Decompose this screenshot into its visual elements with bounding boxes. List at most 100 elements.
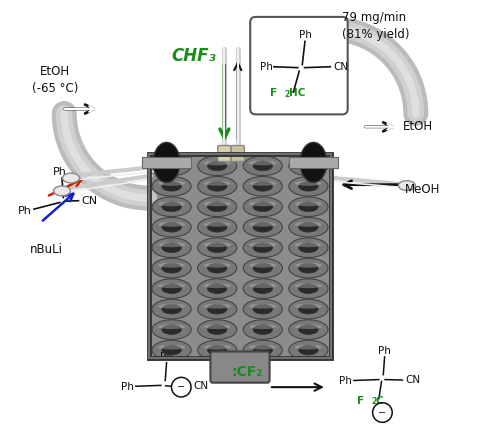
Ellipse shape xyxy=(243,218,282,237)
Ellipse shape xyxy=(295,263,322,267)
Ellipse shape xyxy=(153,142,180,182)
Ellipse shape xyxy=(253,284,273,294)
Text: Ph: Ph xyxy=(160,352,173,362)
Text: Ph: Ph xyxy=(299,30,312,40)
Ellipse shape xyxy=(152,177,191,196)
Ellipse shape xyxy=(207,222,227,232)
Ellipse shape xyxy=(299,182,318,191)
Text: nBuLi: nBuLi xyxy=(30,243,63,256)
Ellipse shape xyxy=(295,283,322,288)
Ellipse shape xyxy=(162,243,181,253)
Text: 2: 2 xyxy=(371,397,376,406)
Ellipse shape xyxy=(198,177,237,196)
Text: CN: CN xyxy=(193,381,208,391)
Ellipse shape xyxy=(249,160,276,165)
Ellipse shape xyxy=(243,320,282,340)
Ellipse shape xyxy=(162,263,181,273)
Ellipse shape xyxy=(289,320,328,340)
Ellipse shape xyxy=(295,242,322,247)
Ellipse shape xyxy=(300,142,327,182)
Ellipse shape xyxy=(243,197,282,217)
Ellipse shape xyxy=(204,344,231,350)
Text: Ph: Ph xyxy=(53,167,67,177)
Ellipse shape xyxy=(152,259,191,278)
Ellipse shape xyxy=(253,345,273,355)
Ellipse shape xyxy=(162,202,181,212)
Ellipse shape xyxy=(158,160,185,165)
Ellipse shape xyxy=(152,197,191,217)
Ellipse shape xyxy=(207,202,227,212)
Text: HC: HC xyxy=(289,89,305,98)
FancyBboxPatch shape xyxy=(210,352,270,383)
Ellipse shape xyxy=(204,201,231,206)
Ellipse shape xyxy=(253,182,273,191)
Ellipse shape xyxy=(295,222,322,227)
FancyBboxPatch shape xyxy=(231,146,244,162)
FancyBboxPatch shape xyxy=(218,146,231,162)
Ellipse shape xyxy=(243,259,282,278)
Ellipse shape xyxy=(299,325,318,335)
Text: EtOH
(-65 °C): EtOH (-65 °C) xyxy=(32,65,79,95)
Ellipse shape xyxy=(289,340,328,360)
Ellipse shape xyxy=(54,186,71,196)
Bar xyxy=(149,154,331,358)
Ellipse shape xyxy=(162,345,181,355)
Ellipse shape xyxy=(152,238,191,258)
Ellipse shape xyxy=(289,156,328,176)
Text: CN: CN xyxy=(81,196,97,206)
Ellipse shape xyxy=(204,324,231,329)
Ellipse shape xyxy=(253,263,273,273)
Ellipse shape xyxy=(253,325,273,335)
Ellipse shape xyxy=(299,222,318,232)
Ellipse shape xyxy=(207,345,227,355)
Ellipse shape xyxy=(162,284,181,294)
Ellipse shape xyxy=(253,202,273,212)
Bar xyxy=(149,154,331,358)
Ellipse shape xyxy=(289,259,328,278)
Text: F: F xyxy=(357,396,364,405)
Bar xyxy=(142,157,191,168)
FancyBboxPatch shape xyxy=(250,17,348,114)
Ellipse shape xyxy=(253,304,273,314)
Ellipse shape xyxy=(152,340,191,360)
Text: Ph: Ph xyxy=(378,346,391,356)
Ellipse shape xyxy=(198,156,237,176)
Ellipse shape xyxy=(249,303,276,308)
Ellipse shape xyxy=(158,181,185,186)
Ellipse shape xyxy=(198,320,237,340)
Ellipse shape xyxy=(289,238,328,258)
Ellipse shape xyxy=(207,325,227,335)
Ellipse shape xyxy=(253,222,273,232)
Ellipse shape xyxy=(198,259,237,278)
Text: CN: CN xyxy=(406,376,420,385)
Ellipse shape xyxy=(158,263,185,267)
Ellipse shape xyxy=(289,279,328,299)
Ellipse shape xyxy=(207,161,227,171)
Ellipse shape xyxy=(162,222,181,232)
Ellipse shape xyxy=(398,181,415,190)
Ellipse shape xyxy=(207,243,227,253)
Text: −: − xyxy=(378,408,386,417)
Ellipse shape xyxy=(198,340,237,360)
Ellipse shape xyxy=(289,299,328,319)
Ellipse shape xyxy=(207,263,227,273)
Ellipse shape xyxy=(243,279,282,299)
Ellipse shape xyxy=(152,299,191,319)
Text: −: − xyxy=(177,382,185,392)
Ellipse shape xyxy=(249,201,276,206)
Ellipse shape xyxy=(204,181,231,186)
Text: Ph: Ph xyxy=(18,206,32,216)
Text: CHF₃: CHF₃ xyxy=(171,47,216,65)
Text: F: F xyxy=(270,89,277,98)
Ellipse shape xyxy=(249,344,276,350)
Ellipse shape xyxy=(289,177,328,196)
Ellipse shape xyxy=(162,325,181,335)
Ellipse shape xyxy=(204,242,231,247)
Ellipse shape xyxy=(204,222,231,227)
Bar xyxy=(289,157,338,168)
Ellipse shape xyxy=(243,238,282,258)
Ellipse shape xyxy=(295,201,322,206)
Text: C: C xyxy=(375,396,383,405)
Ellipse shape xyxy=(295,324,322,329)
Ellipse shape xyxy=(299,243,318,253)
